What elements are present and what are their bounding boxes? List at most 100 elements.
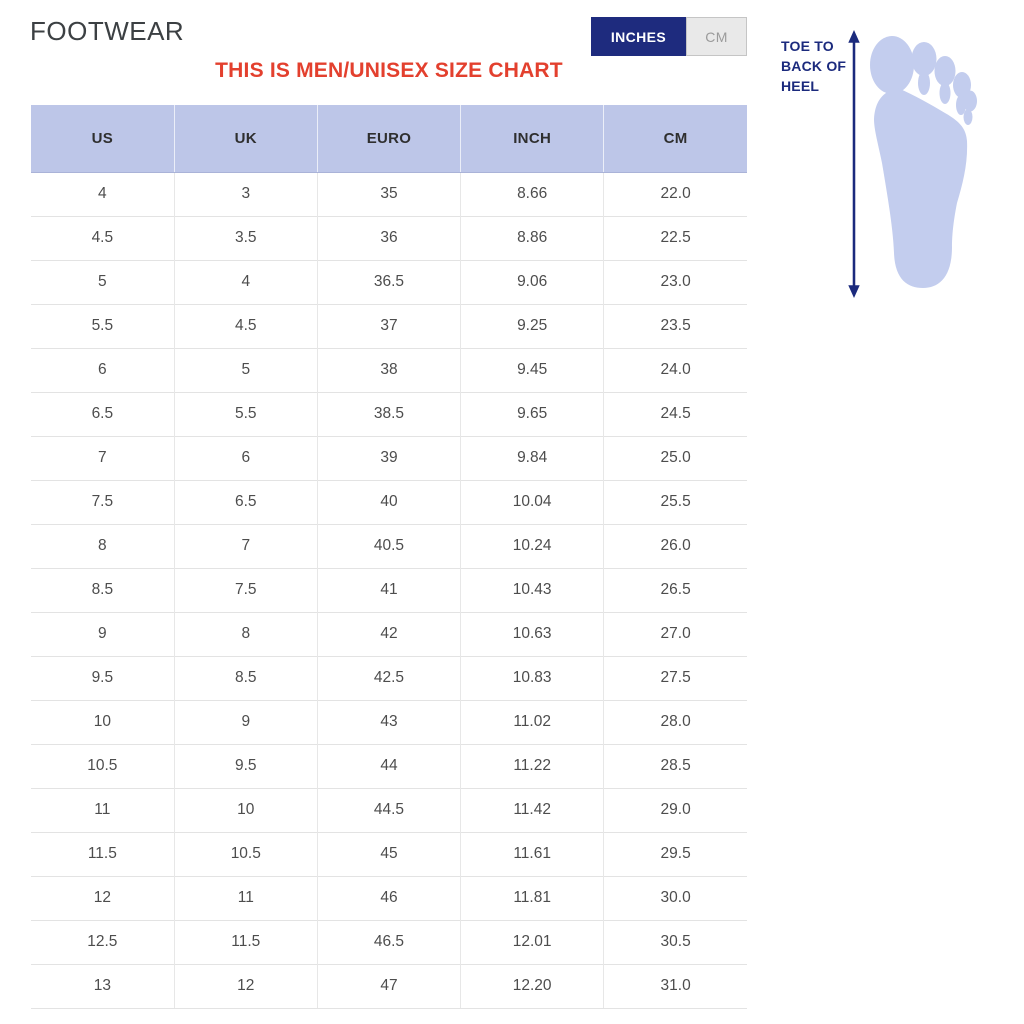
table-row: 5 4 36.5 9.06 23.0 bbox=[31, 259, 747, 304]
table-row: 11.5 10.5 45 11.61 29.5 bbox=[31, 831, 747, 876]
cell-cm: 28.0 bbox=[603, 699, 747, 744]
cell-us: 10.5 bbox=[31, 743, 175, 788]
cell-inch: 9.45 bbox=[460, 347, 604, 392]
cell-uk: 11 bbox=[173, 875, 318, 920]
cell-cm: 24.5 bbox=[603, 391, 747, 436]
cell-cm: 24.0 bbox=[603, 347, 747, 392]
cell-cm: 26.5 bbox=[603, 567, 747, 612]
cell-cm: 27.5 bbox=[603, 655, 747, 700]
cell-uk: 9 bbox=[173, 699, 318, 744]
cell-inch: 12.20 bbox=[460, 963, 604, 1009]
toe-to-heel-arrow-icon bbox=[848, 30, 860, 298]
cell-cm: 30.5 bbox=[603, 919, 747, 964]
cell-euro: 36.5 bbox=[316, 259, 461, 304]
header-cell-us: US bbox=[31, 105, 175, 173]
cell-euro: 38.5 bbox=[316, 391, 461, 436]
cell-cm: 29.0 bbox=[603, 787, 747, 832]
cell-us: 9 bbox=[31, 611, 175, 656]
cell-euro: 40.5 bbox=[316, 523, 461, 568]
cell-us: 12 bbox=[31, 875, 175, 920]
cell-euro: 44 bbox=[316, 743, 461, 788]
cell-euro: 39 bbox=[316, 435, 461, 480]
cell-uk: 4.5 bbox=[173, 303, 318, 348]
cell-us: 8.5 bbox=[31, 567, 175, 612]
table-row: 8 7 40.5 10.24 26.0 bbox=[31, 523, 747, 568]
cell-uk: 9.5 bbox=[173, 743, 318, 788]
cell-euro: 40 bbox=[316, 479, 461, 524]
table-row: 7.5 6.5 40 10.04 25.5 bbox=[31, 479, 747, 524]
cell-uk: 5 bbox=[173, 347, 318, 392]
header-cell-cm: CM bbox=[603, 105, 747, 173]
table-row: 11 10 44.5 11.42 29.0 bbox=[31, 787, 747, 832]
cell-cm: 27.0 bbox=[603, 611, 747, 656]
cell-uk: 6.5 bbox=[173, 479, 318, 524]
table-row: 4 3 35 8.66 22.0 bbox=[31, 172, 747, 216]
cell-cm: 28.5 bbox=[603, 743, 747, 788]
cell-inch: 10.63 bbox=[460, 611, 604, 656]
page-title: FOOTWEAR bbox=[30, 16, 185, 46]
cell-euro: 37 bbox=[316, 303, 461, 348]
cell-us: 7.5 bbox=[31, 479, 175, 524]
table-row: 8.5 7.5 41 10.43 26.5 bbox=[31, 567, 747, 612]
cell-inch: 10.24 bbox=[460, 523, 604, 568]
cell-uk: 10 bbox=[173, 787, 318, 832]
cell-us: 13 bbox=[31, 963, 175, 1009]
cell-inch: 9.84 bbox=[460, 435, 604, 480]
cell-inch: 12.01 bbox=[460, 919, 604, 964]
cell-inch: 8.66 bbox=[460, 172, 604, 216]
cell-uk: 10.5 bbox=[173, 831, 318, 876]
table-row: 6.5 5.5 38.5 9.65 24.5 bbox=[31, 391, 747, 436]
cell-uk: 3.5 bbox=[173, 215, 318, 260]
cell-cm: 23.0 bbox=[603, 259, 747, 304]
cell-inch: 11.22 bbox=[460, 743, 604, 788]
table-row: 7 6 39 9.84 25.0 bbox=[31, 435, 747, 480]
cell-cm: 25.5 bbox=[603, 479, 747, 524]
cell-euro: 42 bbox=[316, 611, 461, 656]
cell-uk: 8 bbox=[173, 611, 318, 656]
cell-us: 4.5 bbox=[31, 215, 175, 260]
cell-euro: 44.5 bbox=[316, 787, 461, 832]
cell-cm: 31.0 bbox=[603, 963, 747, 1009]
unit-toggle: INCHES CM bbox=[591, 17, 747, 56]
table-row: 4.5 3.5 36 8.86 22.5 bbox=[31, 215, 747, 260]
table-row: 12 11 46 11.81 30.0 bbox=[31, 875, 747, 920]
cell-inch: 9.65 bbox=[460, 391, 604, 436]
cell-us: 9.5 bbox=[31, 655, 175, 700]
measurement-label-line: TOE TO bbox=[781, 38, 834, 54]
cell-uk: 6 bbox=[173, 435, 318, 480]
cell-us: 7 bbox=[31, 435, 175, 480]
measurement-label-line: HEEL bbox=[781, 78, 820, 94]
table-row: 9.5 8.5 42.5 10.83 27.5 bbox=[31, 655, 747, 700]
cell-euro: 35 bbox=[316, 172, 461, 216]
cell-us: 6.5 bbox=[31, 391, 175, 436]
cell-uk: 7.5 bbox=[173, 567, 318, 612]
cell-cm: 22.5 bbox=[603, 215, 747, 260]
header-cell-inch: INCH bbox=[460, 105, 604, 173]
cell-inch: 9.25 bbox=[460, 303, 604, 348]
table-row: 13 12 47 12.20 31.0 bbox=[31, 963, 747, 1009]
cell-us: 8 bbox=[31, 523, 175, 568]
cell-us: 4 bbox=[31, 172, 175, 216]
size-table: US UK EURO INCH CM 4 3 35 8.66 22.0 4.5 … bbox=[31, 105, 747, 1009]
measurement-label: TOE TO BACK OF HEEL bbox=[781, 36, 846, 96]
cm-toggle-button[interactable]: CM bbox=[686, 17, 747, 56]
cell-inch: 8.86 bbox=[460, 215, 604, 260]
table-row: 6 5 38 9.45 24.0 bbox=[31, 347, 747, 392]
cell-uk: 5.5 bbox=[173, 391, 318, 436]
cell-inch: 11.42 bbox=[460, 787, 604, 832]
cell-uk: 11.5 bbox=[173, 919, 318, 964]
cell-inch: 10.43 bbox=[460, 567, 604, 612]
cell-inch: 10.04 bbox=[460, 479, 604, 524]
table-row: 10 9 43 11.02 28.0 bbox=[31, 699, 747, 744]
inches-toggle-button[interactable]: INCHES bbox=[591, 17, 686, 56]
table-row: 9 8 42 10.63 27.0 bbox=[31, 611, 747, 656]
header-row: US UK EURO INCH CM bbox=[31, 105, 747, 173]
cell-cm: 30.0 bbox=[603, 875, 747, 920]
cell-inch: 9.06 bbox=[460, 259, 604, 304]
cell-euro: 41 bbox=[316, 567, 461, 612]
cell-us: 5.5 bbox=[31, 303, 175, 348]
cell-euro: 46 bbox=[316, 875, 461, 920]
cell-cm: 23.5 bbox=[603, 303, 747, 348]
cell-euro: 36 bbox=[316, 215, 461, 260]
size-table-body: 4 3 35 8.66 22.0 4.5 3.5 36 8.86 22.5 5 … bbox=[31, 172, 747, 1009]
